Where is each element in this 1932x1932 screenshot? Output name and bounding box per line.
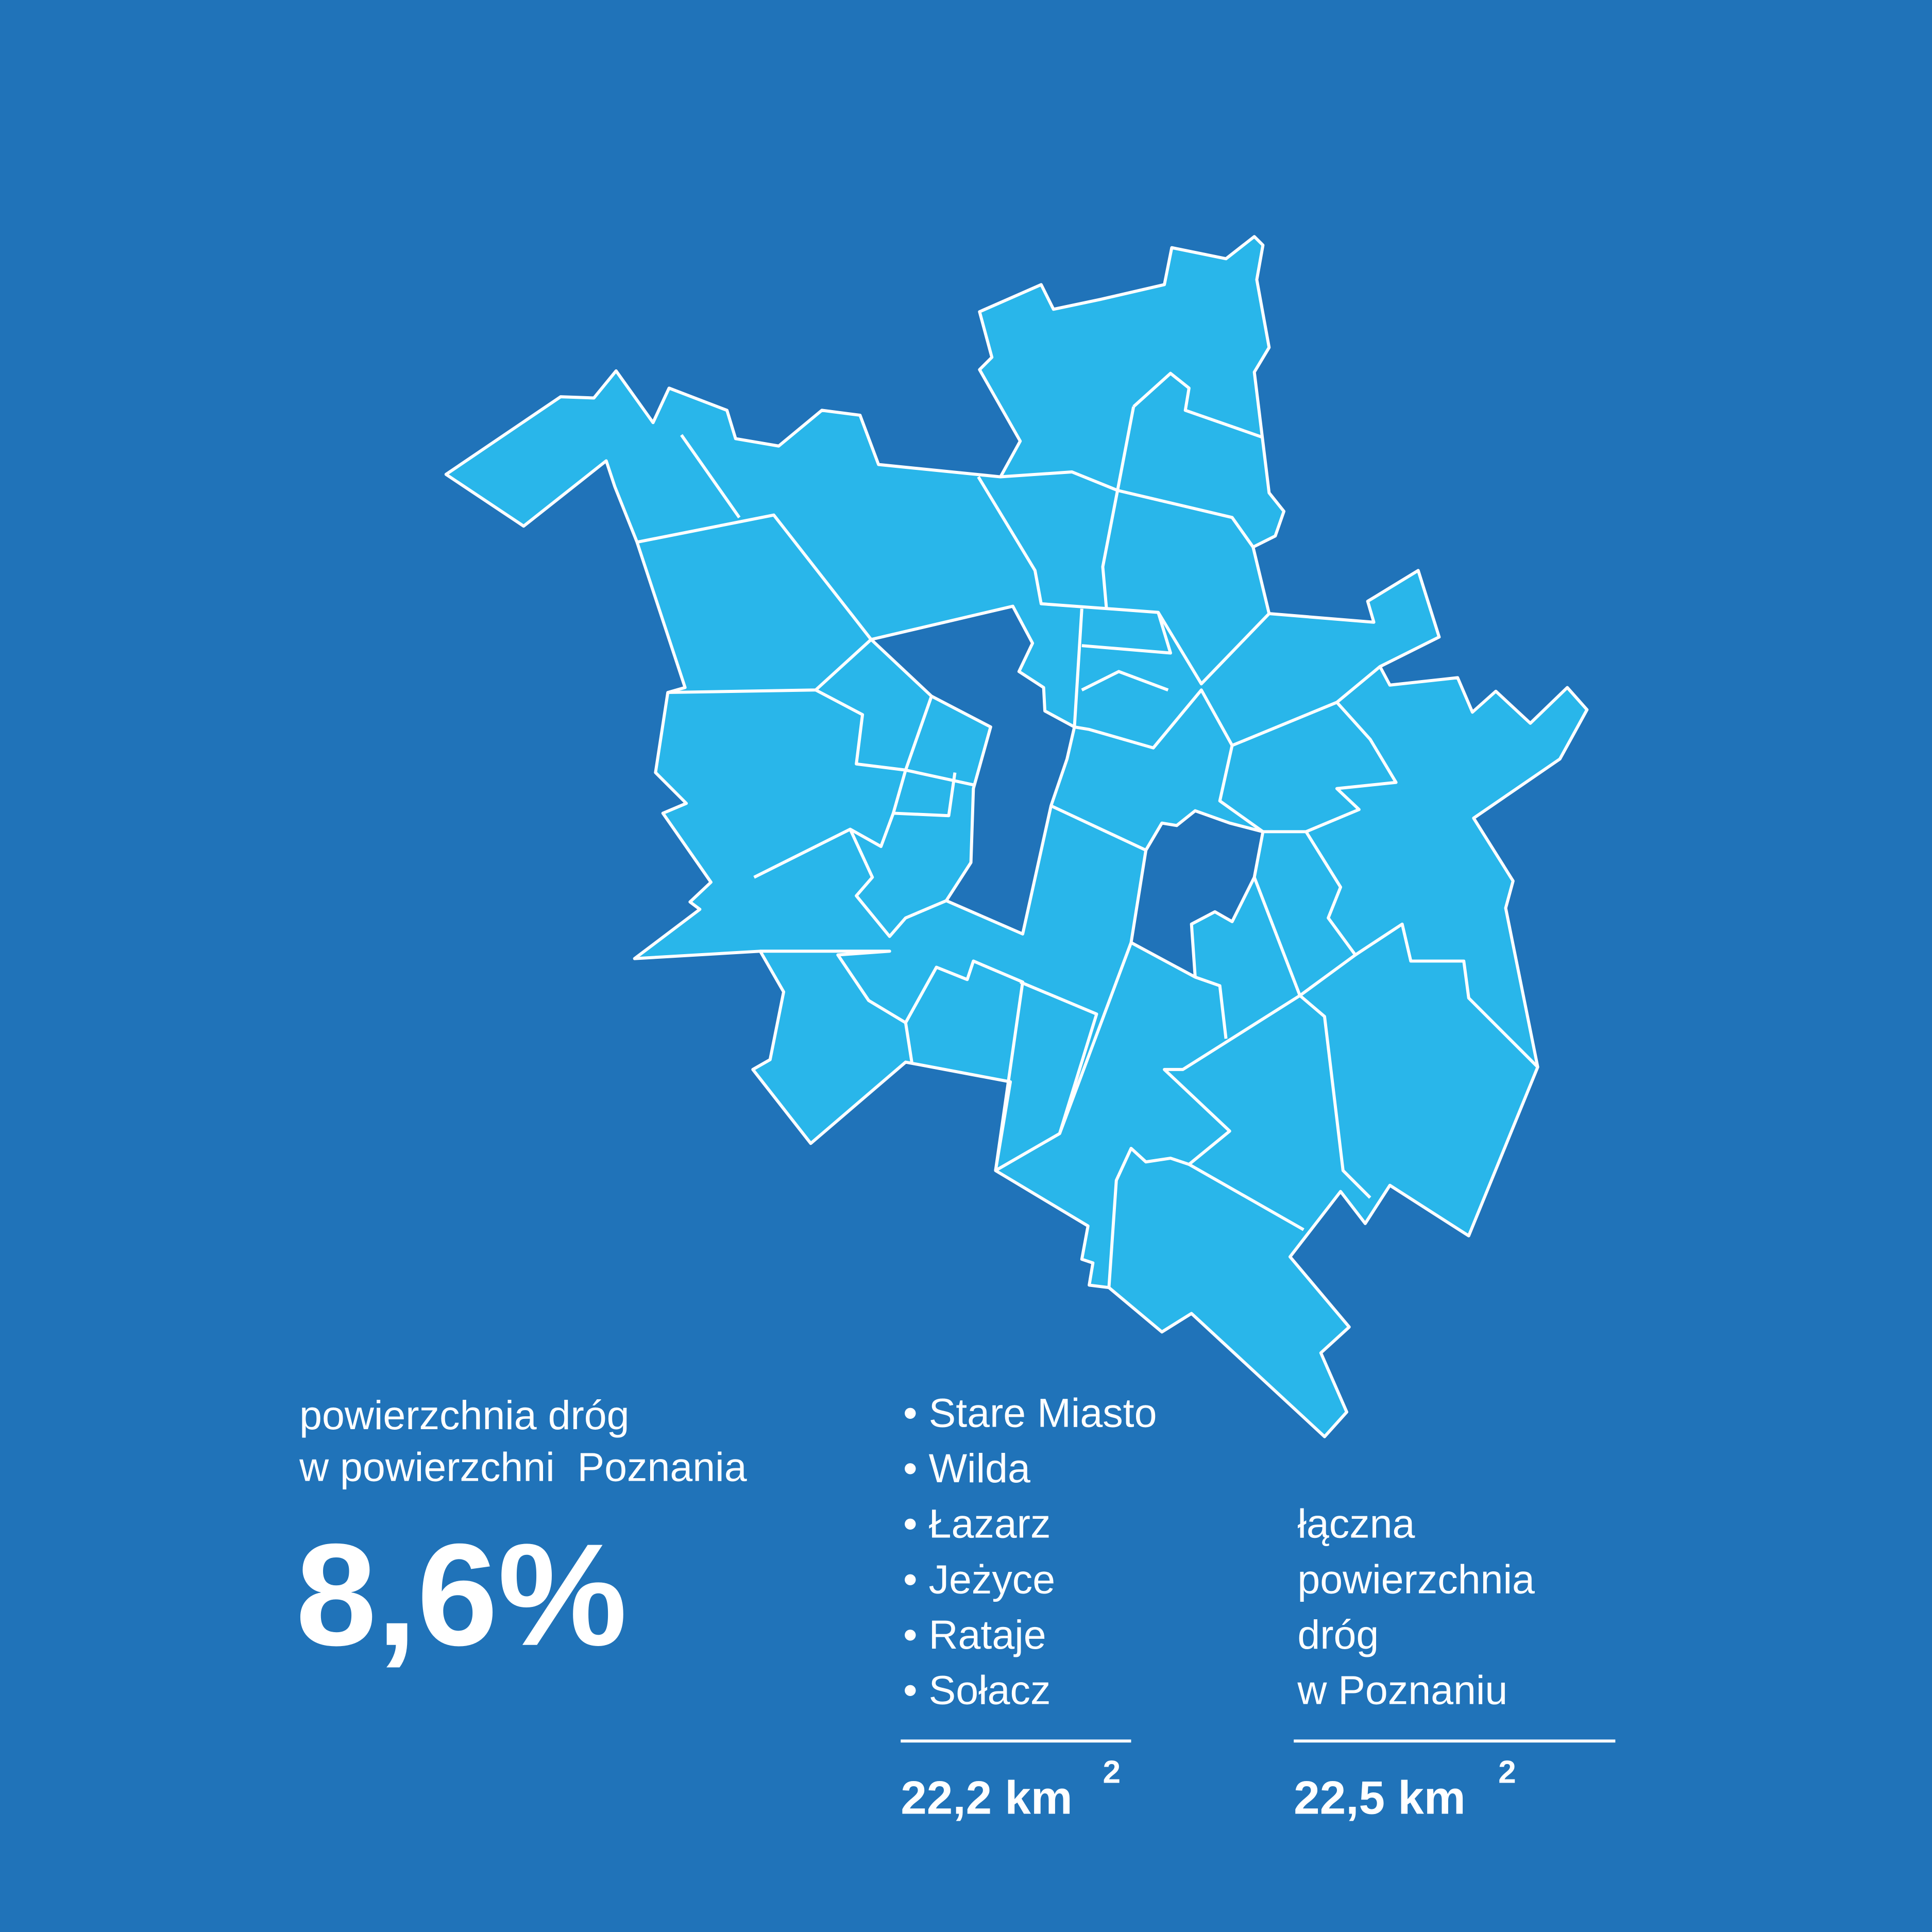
district-border bbox=[1194, 975, 1228, 1039]
district-border bbox=[1252, 831, 1357, 997]
share-value: 8,6% bbox=[296, 1514, 627, 1676]
district-border bbox=[994, 980, 1098, 1172]
label-line: powierzchnia dróg bbox=[299, 1393, 629, 1438]
label-line: dróg bbox=[1297, 1612, 1379, 1657]
total-exponent: 2 bbox=[1498, 1755, 1516, 1790]
district-item: • Sołacz bbox=[903, 1668, 1050, 1713]
district-item: • Rataje bbox=[903, 1612, 1046, 1657]
district-border bbox=[1101, 490, 1120, 609]
districts-block: • Stare Miasto • Wilda • Łazarz • Jeżyce… bbox=[901, 1390, 1157, 1824]
district-border bbox=[815, 688, 974, 787]
city-total: 22,5 km bbox=[1294, 1772, 1465, 1824]
district-border bbox=[1081, 670, 1169, 692]
district-border bbox=[1050, 804, 1147, 852]
poznan-map bbox=[444, 235, 1589, 1438]
district-border bbox=[977, 476, 1270, 686]
label-line: powierzchnia bbox=[1297, 1556, 1535, 1602]
label-line: w Poznaniu bbox=[1297, 1668, 1507, 1713]
label-line: w powierzchni Poznania bbox=[299, 1445, 747, 1490]
district-border bbox=[849, 828, 947, 938]
districts-total: 22,2 km bbox=[901, 1772, 1072, 1824]
district-border bbox=[904, 1022, 913, 1063]
district-border bbox=[1132, 371, 1264, 439]
total-exponent: 2 bbox=[1103, 1755, 1121, 1790]
label-line: łączna bbox=[1297, 1501, 1415, 1547]
district-item: • Wilda bbox=[903, 1446, 1030, 1491]
district-border bbox=[753, 812, 895, 879]
city-block: łączna powierzchnia dróg w Poznaniu 22,5… bbox=[1294, 1501, 1616, 1824]
district-border bbox=[760, 950, 1025, 1171]
share-block: powierzchnia dróg w powierzchni Poznania… bbox=[296, 1393, 747, 1676]
district-item: • Łazarz bbox=[903, 1501, 1050, 1547]
district-border bbox=[1299, 994, 1371, 1199]
district-border bbox=[1107, 1146, 1190, 1288]
district-border bbox=[1354, 922, 1539, 1069]
district-item: • Stare Miasto bbox=[903, 1390, 1157, 1435]
district-border bbox=[680, 434, 741, 519]
center-west-area bbox=[869, 604, 1076, 936]
district-border bbox=[636, 513, 873, 694]
district-border bbox=[1073, 608, 1264, 833]
district-border bbox=[1081, 612, 1172, 655]
district-border bbox=[1116, 406, 1136, 491]
district-border bbox=[1163, 994, 1304, 1231]
district-border bbox=[1058, 942, 1133, 1134]
district-item: • Jeżyce bbox=[903, 1556, 1055, 1602]
